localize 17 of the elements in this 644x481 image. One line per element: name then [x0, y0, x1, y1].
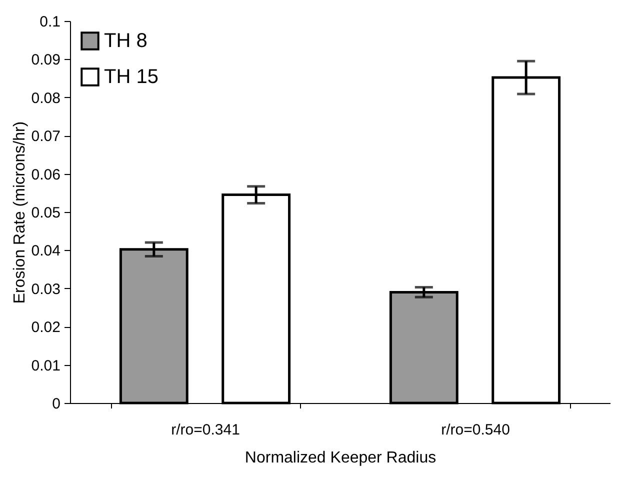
y-tick-label: 0.09	[31, 52, 60, 69]
x-tick-label: r/ro=0.540	[441, 422, 510, 438]
legend-label: TH 8	[104, 30, 148, 52]
y-tick-label: 0.1	[40, 14, 60, 30]
y-tick-label: 0.05	[31, 204, 60, 222]
y-tick-label: 0.02	[31, 319, 60, 336]
x-axis-title: Normalized Keeper Radius	[244, 450, 436, 466]
x-tick-label: r/ro=0.341	[171, 422, 240, 438]
y-axis-title: Erosion Rate (microns/hr)	[11, 121, 28, 304]
y-tick-label: 0.01	[31, 357, 60, 374]
y-tick-label: 0	[52, 396, 60, 412]
legend-label: TH 15	[104, 66, 158, 88]
y-tick-label: 0.06	[31, 166, 60, 184]
y-tick-label: 0.03	[31, 280, 60, 298]
y-tick-label: 0.08	[31, 90, 60, 107]
y-tick-label: 0.04	[31, 242, 60, 260]
y-tick-label: 0.07	[31, 128, 60, 146]
